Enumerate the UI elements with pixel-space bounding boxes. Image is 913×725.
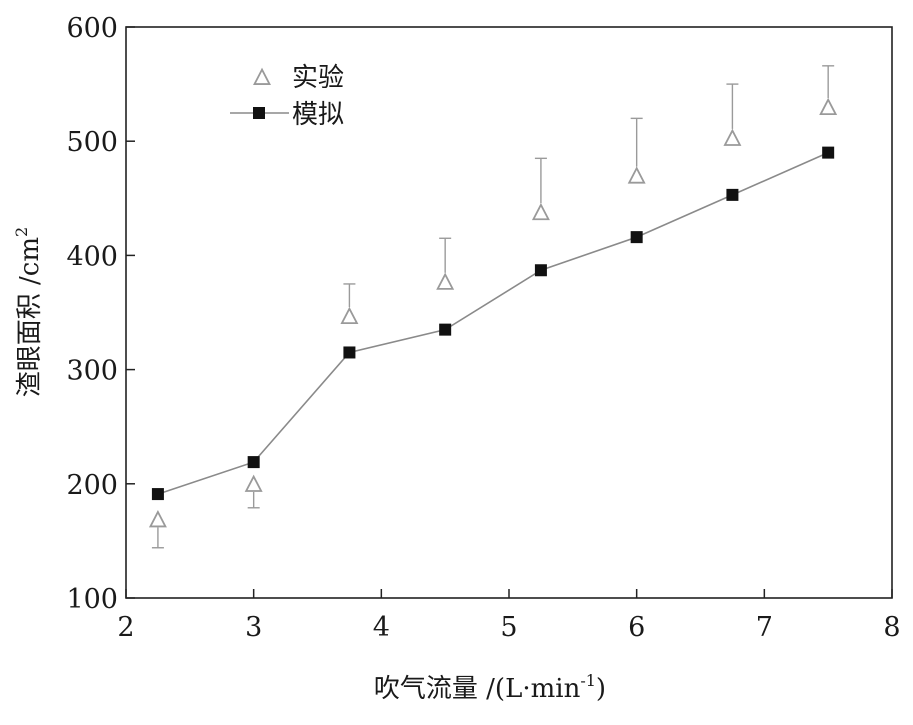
y-axis-title: 渣眼面积 /cm2	[12, 227, 45, 397]
y-tick-label: 200	[66, 470, 118, 501]
x-tick-label: 8	[883, 612, 900, 643]
y-tick-label: 500	[66, 127, 118, 158]
y-tick-label: 400	[66, 241, 118, 272]
point-simulation	[439, 323, 452, 336]
point-experiment	[723, 128, 742, 146]
legend: 实验 模拟	[230, 63, 344, 130]
point-experiment	[627, 166, 646, 184]
point-experiment	[531, 202, 550, 221]
x-tick-label: 3	[245, 612, 262, 643]
y-tick-label: 100	[66, 584, 118, 615]
point-simulation	[726, 188, 739, 201]
x-tick-label: 2	[117, 612, 134, 643]
point-experiment	[148, 510, 167, 528]
point-simulation	[630, 231, 643, 244]
series-line-simulation	[157, 151, 829, 495]
legend-marker-simulation	[253, 107, 265, 119]
y-tick-label: 600	[66, 13, 118, 44]
point-experiment	[340, 306, 359, 325]
series-lines	[157, 151, 829, 495]
x-tick-label: 4	[373, 612, 390, 643]
legend-label-experiment: 实验	[292, 63, 344, 93]
point-simulation	[343, 346, 356, 359]
point-experiment	[819, 97, 838, 116]
point-experiment	[244, 474, 263, 492]
x-tick-label: 6	[628, 612, 645, 643]
x-tick-label: 5	[500, 612, 517, 643]
point-simulation	[822, 146, 835, 159]
x-tick-label: 7	[756, 612, 773, 643]
legend-label-simulation: 模拟	[292, 100, 344, 130]
point-simulation	[151, 488, 164, 501]
point-simulation	[534, 264, 547, 277]
x-axis-title: 吹气流量 /(L·min-1)	[374, 671, 606, 704]
axis-ticks: 2 3 4 5 6 7 8 100 200 300 400 500 600	[66, 13, 900, 643]
series-markers	[148, 97, 838, 528]
point-experiment	[436, 272, 455, 290]
point-simulation	[247, 456, 260, 469]
y-tick-label: 300	[66, 356, 118, 387]
error-bars	[151, 65, 835, 549]
legend-marker-experiment	[253, 67, 271, 85]
